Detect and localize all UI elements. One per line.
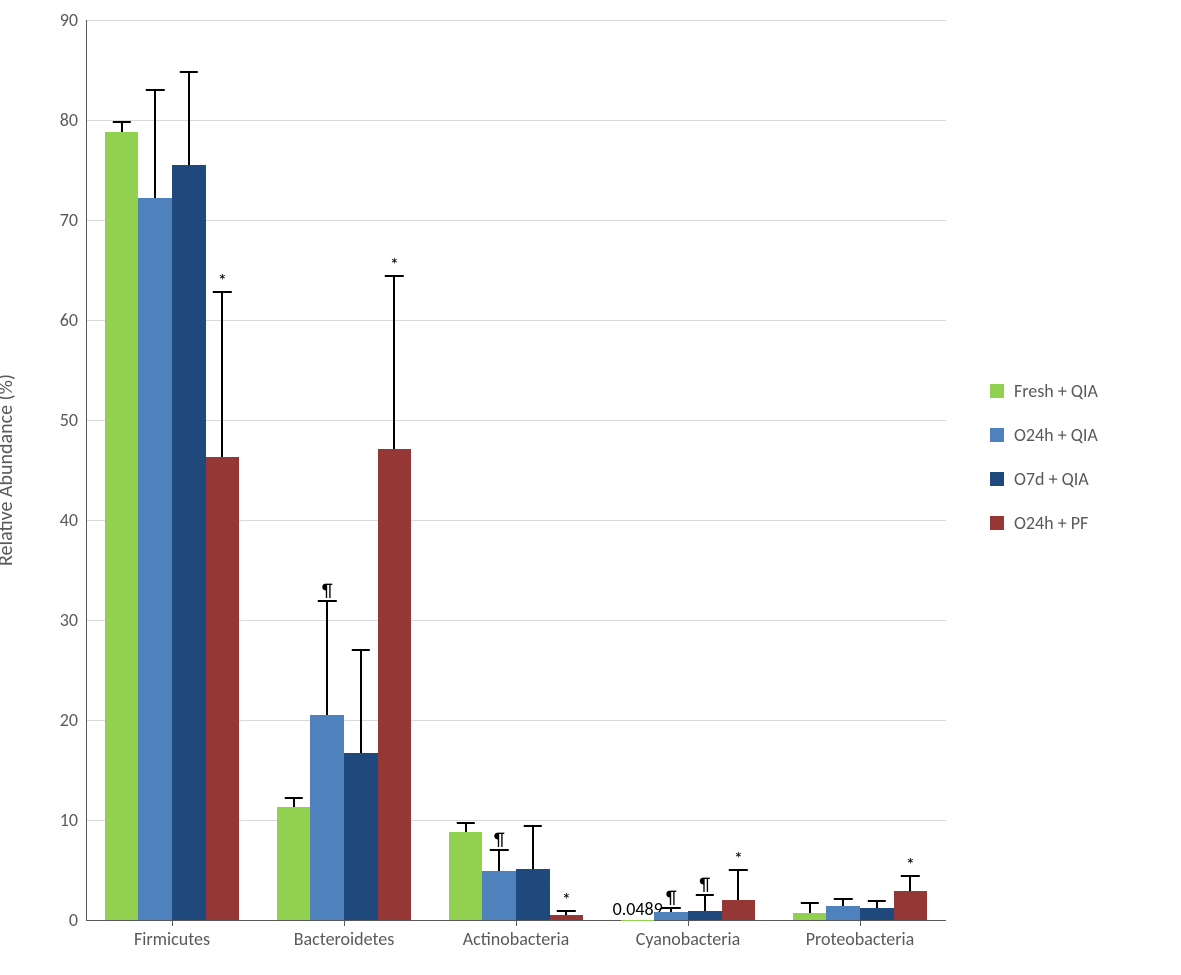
bar-annotation: ¶ [699, 873, 710, 895]
bar-annotation: * [390, 254, 399, 276]
plot-area: 0102030405060708090*¶*¶*0.0489¶¶**Firmic… [86, 20, 946, 920]
legend-item-o7d-qia: O7d + QIA [990, 468, 1098, 490]
bar-annotation: * [218, 270, 227, 292]
bar-o24h-pf [722, 900, 756, 920]
error-bar [172, 72, 206, 165]
bar-o7d-qia [516, 869, 550, 920]
y-tick-label: 80 [60, 109, 86, 131]
bar-o24h-qia [654, 912, 688, 920]
bar-o7d-qia [860, 908, 894, 920]
error-bar [516, 826, 550, 869]
bar-o7d-qia [344, 753, 378, 920]
legend-swatch [990, 428, 1004, 442]
bar-o24h-qia [138, 198, 172, 920]
error-bar [482, 850, 516, 871]
bar-o7d-qia [172, 165, 206, 920]
bar-o24h-pf [206, 457, 240, 920]
legend: Fresh + QIA O24h + QIA O7d + QIA O24h + PF [990, 380, 1098, 556]
error-bar [206, 292, 240, 457]
y-tick-label: 10 [60, 809, 86, 831]
error-bar [688, 895, 722, 911]
bar-o24h-qia [482, 871, 516, 920]
legend-item-o24h-pf: O24h + PF [990, 512, 1098, 534]
legend-label: O24h + QIA [1014, 424, 1098, 446]
bar-annotation: * [734, 848, 743, 870]
legend-label: O7d + QIA [1014, 468, 1089, 490]
y-tick-label: 0 [69, 909, 86, 931]
x-tick-mark [344, 920, 345, 926]
bar-annotation: ¶ [666, 886, 677, 908]
legend-swatch [990, 516, 1004, 530]
bar-fresh-qia [277, 807, 311, 920]
error-bar [894, 876, 928, 891]
y-tick-label: 90 [60, 9, 86, 31]
error-bar [550, 911, 584, 915]
x-tick-mark [516, 920, 517, 926]
bar-fresh-qia [793, 913, 827, 920]
error-bar [105, 122, 139, 132]
legend-swatch [990, 472, 1004, 486]
error-bar [138, 90, 172, 198]
error-bar [449, 823, 483, 832]
bar-o7d-qia [688, 911, 722, 920]
error-bar [793, 903, 827, 913]
y-tick-label: 40 [60, 509, 86, 531]
error-bar [344, 650, 378, 753]
x-tick-mark [860, 920, 861, 926]
bar-o24h-qia [826, 906, 860, 920]
relative-abundance-chart: 0102030405060708090*¶*¶*0.0489¶¶**Firmic… [0, 0, 1181, 975]
error-bar [378, 276, 412, 449]
y-tick-label: 50 [60, 409, 86, 431]
bar-o24h-qia [310, 715, 344, 920]
error-bar [277, 798, 311, 807]
bar-annotation: * [562, 889, 571, 911]
legend-item-fresh-qia: Fresh + QIA [990, 380, 1098, 402]
bar-annotation: * [906, 854, 915, 876]
error-bar [826, 899, 860, 906]
y-tick-label: 20 [60, 709, 86, 731]
legend-swatch [990, 384, 1004, 398]
y-tick-label: 30 [60, 609, 86, 631]
y-axis-title: Relative Abundance (%) [0, 374, 18, 566]
y-tick-label: 60 [60, 309, 86, 331]
bar-annotation: ¶ [322, 579, 333, 601]
error-bar [860, 901, 894, 908]
x-tick-mark [172, 920, 173, 926]
error-bar [722, 870, 756, 900]
bars-layer: *¶*¶*0.0489¶¶** [86, 20, 946, 920]
error-bar [310, 601, 344, 715]
bar-fresh-qia [105, 132, 139, 920]
legend-label: Fresh + QIA [1014, 380, 1098, 402]
error-bar [654, 908, 688, 912]
x-tick-mark [688, 920, 689, 926]
legend-label: O24h + PF [1014, 512, 1088, 534]
y-tick-label: 70 [60, 209, 86, 231]
bar-o24h-pf [378, 449, 412, 920]
legend-item-o24h-qia: O24h + QIA [990, 424, 1098, 446]
bar-fresh-qia [449, 832, 483, 920]
bar-annotation: ¶ [494, 828, 505, 850]
bar-o24h-pf [894, 891, 928, 920]
